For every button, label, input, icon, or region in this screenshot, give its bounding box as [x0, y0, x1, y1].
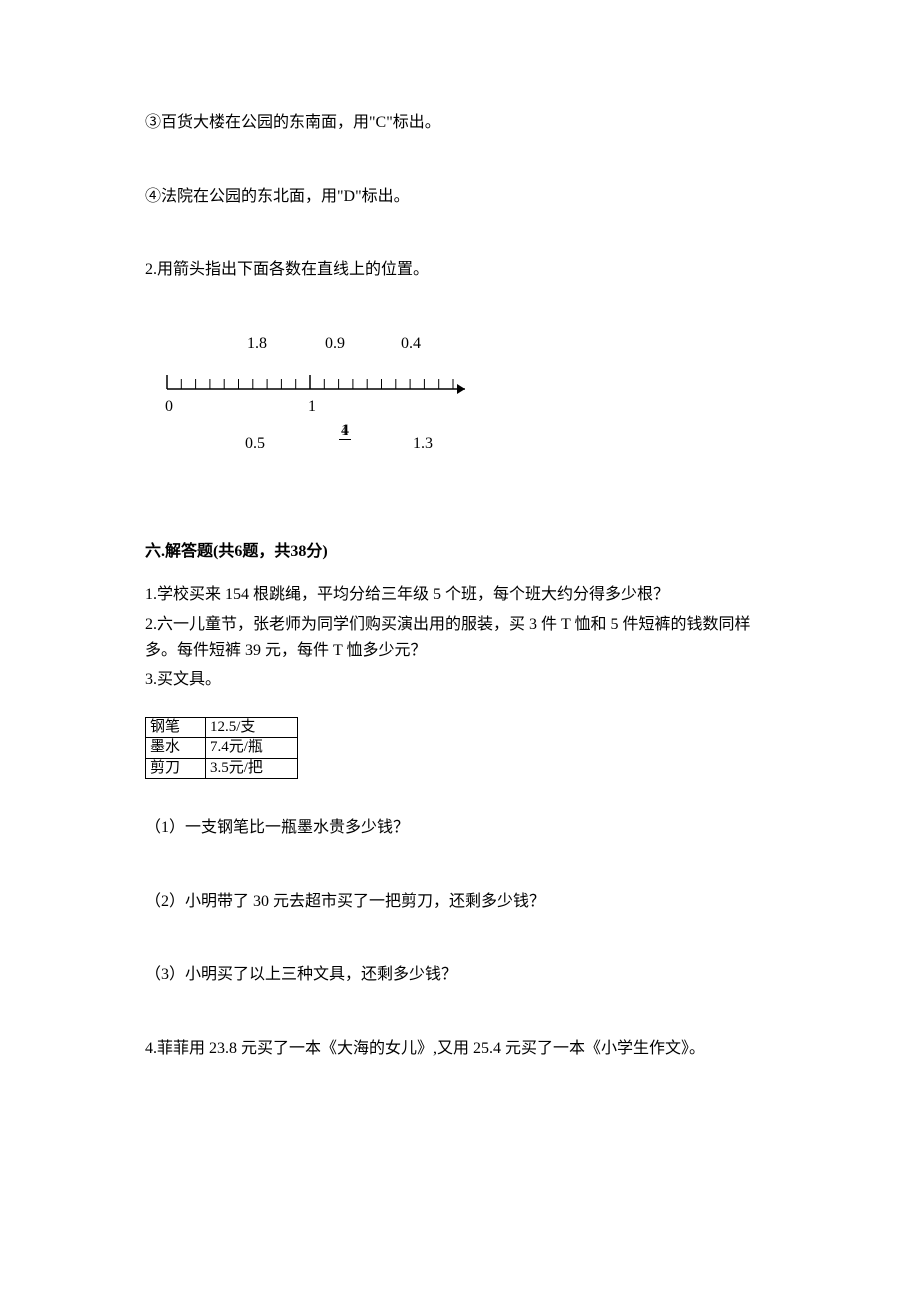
problem-2: 2.六一儿童节，张老师为同学们购买演出用的服装，买 3 件 T 恤和 5 件短裤… [145, 612, 775, 663]
table-cell: 7.4元/瓶 [206, 738, 298, 759]
top-label-3: 0.4 [401, 331, 421, 357]
price-table: 钢笔 12.5/支 墨水 7.4元/瓶 剪刀 3.5元/把 [145, 717, 298, 780]
problem-1: 1.学校买来 154 根跳绳，平均分给三年级 5 个班，每个班大约分得多少根？ [145, 582, 775, 608]
question-2-prompt: 2.用箭头指出下面各数在直线上的位置。 [145, 257, 775, 283]
sub-question-2: （2）小明带了 30 元去超市买了一把剪刀，还剩多少钱？ [145, 889, 775, 915]
fraction-denominator: 4 [339, 423, 351, 439]
table-row: 墨水 7.4元/瓶 [146, 738, 298, 759]
section-6-title: 六.解答题(共6题，共38分) [145, 539, 775, 565]
axis-label-0: 0 [165, 398, 173, 415]
problem-4: 4.菲菲用 23.8 元买了一本《大海的女儿》,又用 25.4 元买了一本《小学… [145, 1036, 775, 1062]
number-line-figure: 1.8 0.9 0.4 0 1 0.5 1 4 1.3 [145, 331, 775, 467]
bottom-label-3: 1.3 [413, 431, 433, 457]
question-1-3: ③百货大楼在公园的东南面，用"C"标出。 [145, 110, 775, 136]
table-cell: 钢笔 [146, 717, 206, 738]
sub-question-1: （1）一支钢笔比一瓶墨水贵多少钱？ [145, 815, 775, 841]
top-label-1: 1.8 [247, 331, 267, 357]
number-line-top-labels: 1.8 0.9 0.4 [165, 331, 775, 359]
bottom-label-1: 0.5 [245, 431, 265, 457]
number-line-axis: 0 1 [145, 359, 485, 419]
table-row: 钢笔 12.5/支 [146, 717, 298, 738]
table-cell: 12.5/支 [206, 717, 298, 738]
number-line-bottom-labels: 0.5 1 4 1.3 [165, 419, 775, 467]
table-row: 剪刀 3.5元/把 [146, 758, 298, 779]
question-1-4: ④法院在公园的东北面，用"D"标出。 [145, 184, 775, 210]
sub-question-3: （3）小明买了以上三种文具，还剩多少钱？ [145, 962, 775, 988]
axis-label-1: 1 [308, 398, 316, 415]
table-cell: 剪刀 [146, 758, 206, 779]
table-cell: 墨水 [146, 738, 206, 759]
problem-3: 3.买文具。 [145, 667, 775, 693]
table-cell: 3.5元/把 [206, 758, 298, 779]
top-label-2: 0.9 [325, 331, 345, 357]
